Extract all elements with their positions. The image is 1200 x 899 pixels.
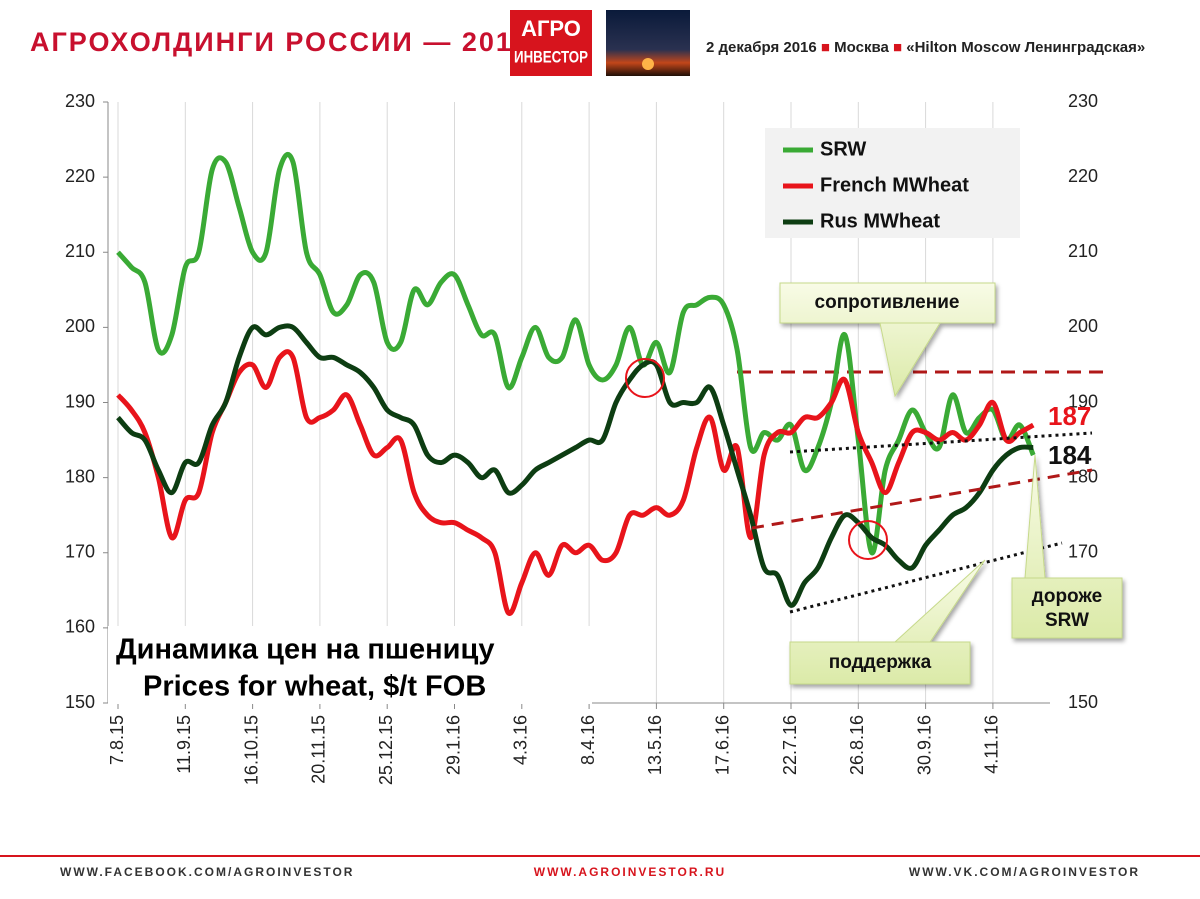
logo-sun <box>642 58 654 70</box>
premium-box <box>1011 454 1123 639</box>
trend-line <box>751 468 1093 530</box>
logo-box <box>510 10 592 76</box>
y-tick-label: 150 <box>65 692 95 712</box>
highlight-circle <box>848 520 888 560</box>
footer-link: WWW.FACEBOOK.COM/AGROINVESTOR <box>60 865 354 879</box>
y-tick-label: 230 <box>65 91 95 111</box>
chart: 7.8.15 11.9.15 16.10.15 20.11.15 25.12.15 29.… <box>65 91 1123 785</box>
y-tick-label: 190 <box>65 391 95 411</box>
x-tick-label: 20.11.15 <box>309 715 329 784</box>
x-tick-label: 4.3.16 <box>511 715 531 765</box>
legend: SRW French MWheat Rus MWheat <box>765 128 1020 238</box>
y-tick-label: 210 <box>65 241 95 261</box>
resistance-box <box>779 282 996 398</box>
y-tick-label: 170 <box>65 542 95 562</box>
x-tick-label: 16.10.15 <box>241 715 261 785</box>
y2-tick-label: 190 <box>1068 391 1098 411</box>
x-tick-label: 8.4.16 <box>578 715 598 765</box>
y-tick-label: 160 <box>65 617 95 637</box>
title-box <box>108 626 592 704</box>
x-tick-label: 7.8.15 <box>107 715 127 765</box>
logo-text: ИНВЕСТОР <box>514 47 588 66</box>
x-tick-label: 4.11.16 <box>982 715 1002 774</box>
annotation: поддержка <box>829 652 932 673</box>
y2-tick-label: 220 <box>1068 166 1098 186</box>
footer-link: WWW.AGROINVESTOR.RU <box>534 865 726 879</box>
annotation: сопротивление <box>815 292 960 313</box>
y2-tick-label: 210 <box>1068 241 1098 261</box>
footer-link: WWW.VK.COM/AGROINVESTOR <box>909 865 1140 879</box>
y2-tick-label: 230 <box>1068 91 1098 111</box>
annotation: дороже <box>1032 586 1102 607</box>
x-tick-label: 11.9.15 <box>174 715 194 774</box>
separator: ■ <box>817 39 834 56</box>
y2-tick-label: 150 <box>1068 692 1098 712</box>
y2-tick-label: 170 <box>1068 542 1098 562</box>
highlight-circle <box>625 358 665 398</box>
separator: ■ <box>889 39 906 56</box>
end-label: 184 <box>1048 440 1092 470</box>
support-box <box>789 559 986 685</box>
x-tick-label: 25.12.15 <box>376 715 396 785</box>
y2-tick-label: 200 <box>1068 316 1098 336</box>
y-tick-label: 220 <box>65 166 95 186</box>
x-tick-label: 26.8.16 <box>847 715 867 775</box>
logo-text: АГРО <box>521 16 581 41</box>
end-label: 187 <box>1048 401 1091 431</box>
legend-label: SRW <box>820 138 866 160</box>
annotation: SRW <box>1045 610 1089 631</box>
legend-label: French MWheat <box>820 174 969 196</box>
header: АГРОХОЛДИНГИ РОССИИ — 2016 АГРО ИНВЕСТОР… <box>30 10 1145 76</box>
series-line <box>116 349 1035 616</box>
event-city: Москва <box>834 39 889 56</box>
x-tick-label: 29.1.16 <box>443 715 463 775</box>
x-tick-label: 30.9.16 <box>914 715 934 775</box>
trend-line <box>789 431 1093 454</box>
series-line <box>116 323 1034 608</box>
event-venue: «Hilton Moscow Ленинградская» <box>906 39 1145 56</box>
y-tick-label: 180 <box>65 466 95 486</box>
x-tick-label: 13.5.16 <box>645 715 665 775</box>
trend-line <box>789 541 1063 614</box>
legend-label: Rus MWheat <box>820 210 940 232</box>
header-title: АГРОХОЛДИНГИ РОССИИ — 2016 <box>30 27 530 57</box>
x-tick-label: 17.6.16 <box>712 715 732 775</box>
chart-title: Динамика цен на пшеницу <box>116 634 494 666</box>
event-info: 2 декабря 2016 ■ Москва ■ «Hilton Moscow… <box>706 39 1145 56</box>
footer: WWW.FACEBOOK.COM/AGROINVESTOR WWW.AGROIN… <box>0 855 1200 879</box>
chart-subtitle: Prices for wheat, $/t FOB <box>143 671 486 703</box>
event-date: 2 декабря 2016 <box>706 39 817 56</box>
y-tick-label: 200 <box>65 316 95 336</box>
series-line <box>116 151 1036 556</box>
x-tick-label: 22.7.16 <box>780 715 800 775</box>
